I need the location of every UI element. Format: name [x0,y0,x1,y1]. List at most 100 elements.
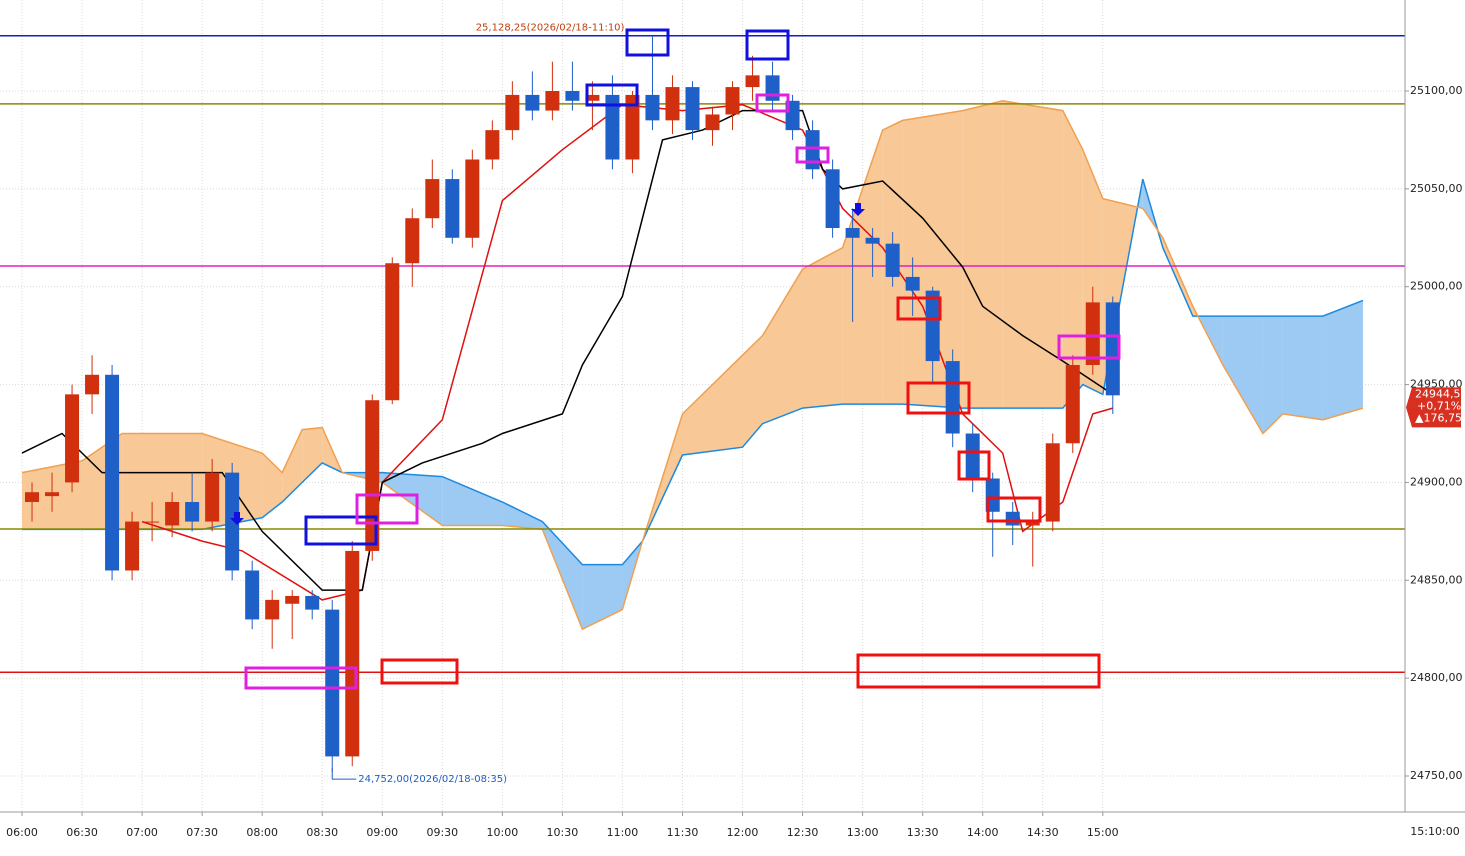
highlight-box [244,666,358,690]
cloud-fill [842,130,883,405]
candle-body [85,374,100,395]
candle-body [365,400,380,551]
y-tick-label: 24850,00 [1410,573,1463,586]
highlight-boxes [244,28,1121,690]
candle-body [485,130,500,160]
x-tick-label: 09:30 [426,826,458,839]
indicator-line [21,109,1114,591]
x-tick-label: 10:00 [487,826,519,839]
cloud-fill [1322,300,1363,420]
candle-body [25,492,40,502]
candle-body [885,243,900,277]
cloud-fill [1282,316,1323,420]
time-label: 15:10:00 [1410,825,1459,838]
y-tick-label: 24750,00 [1410,769,1463,782]
candle-body [385,263,400,401]
highlight-box [1057,334,1121,360]
highlight-box [745,29,790,61]
candle-body [165,501,180,526]
y-tick-label: 25000,00 [1410,280,1463,293]
candle-body [185,501,200,522]
candle-body [705,114,720,131]
highlight-box [986,496,1042,523]
candles [25,35,1120,773]
candle-body [845,228,860,238]
candle-body [925,290,940,362]
highlight-box [585,83,639,107]
cloud-fill [802,247,843,409]
candle-body [825,169,840,229]
x-tick-label: 08:00 [246,826,278,839]
candle-body [605,94,620,160]
candle-body [285,595,300,604]
level-lines [0,34,1405,674]
x-tick-label: 15:00 [1087,826,1119,839]
x-tick-label: 13:00 [847,826,879,839]
x-tick-label: 08:30 [306,826,338,839]
candle-body [105,374,120,571]
candle-body [525,94,540,111]
candle-body [945,361,960,434]
annotation-leader [331,768,357,780]
x-tick-label: 06:00 [6,826,38,839]
leading-span-b [21,100,1364,631]
annotation: 24,752,00(2026/02/18-08:35) [358,774,507,785]
change: ▲176,75 [1415,411,1462,424]
candle-body [585,94,600,101]
highlight-box [856,653,1101,689]
cloud-fill [1262,316,1283,434]
cloud-fill [902,110,963,409]
candle-body [1025,521,1040,526]
highlight-box [906,381,971,415]
annotation: 25,128,25(2026/02/18-11:10) [476,23,625,34]
x-tick-label: 12:30 [787,826,819,839]
axes: 24750,00 24800,00 24850,00 24900,00 24950,00… [6,84,1462,839]
candle-body [545,91,560,111]
candle-body [125,521,140,571]
x-tick-label: 14:30 [1027,826,1059,839]
cloud-fill [302,427,323,483]
candle-body [865,237,880,244]
candle-body [205,472,220,522]
highlight-box [625,28,670,57]
highlight-box [304,515,378,546]
cloud-fill [502,501,543,530]
price-box [1406,387,1461,428]
cloud-fill [1002,100,1063,409]
candle-body [1005,511,1020,526]
change-pct: +0,71% [1417,399,1461,412]
candle-body [765,75,780,101]
cloud-fill [962,100,1003,409]
candle-body [725,87,740,115]
x-tick-label: 07:00 [126,826,158,839]
y-tick-label: 24950,00 [1410,378,1463,391]
signal-arrow [851,203,865,216]
candle-body [1085,302,1100,365]
candle-body [245,570,260,620]
candle-body [465,159,480,238]
x-tick-label: 09:00 [366,826,398,839]
cloud-fill [382,472,443,526]
leading-span-a [22,178,1364,566]
candle-body [325,609,340,757]
candle-body [805,130,820,170]
x-tick-label: 13:30 [907,826,939,839]
candle-body [145,521,160,523]
x-tick-label: 14:00 [967,826,999,839]
highlight-box [957,450,991,481]
candle-body [45,492,60,497]
candle-body [965,433,980,479]
candle-body [345,550,360,757]
highlight-box [795,146,830,164]
candle-body [405,218,420,264]
x-tick-label: 10:30 [547,826,579,839]
candle-body [505,94,520,131]
candle-body [565,91,580,101]
candle-body [745,75,760,88]
y-tick-label: 24900,00 [1410,475,1463,488]
candle-body [65,394,80,483]
cloud-fill [122,433,203,530]
candle-body [425,179,440,219]
y-tick-label: 24800,00 [1410,671,1463,684]
